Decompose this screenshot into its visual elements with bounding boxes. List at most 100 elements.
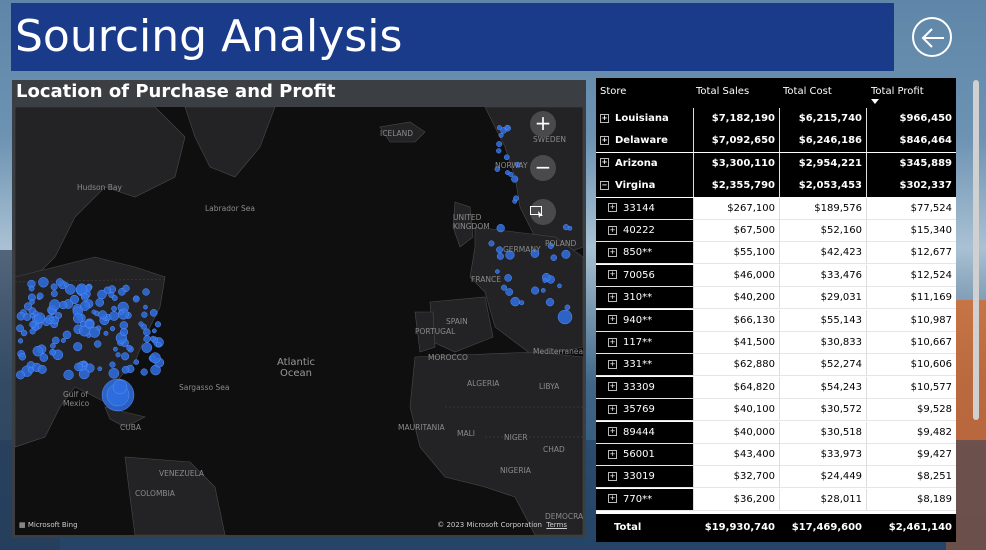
column-header-total-cost[interactable]: Total Cost (783, 86, 832, 97)
location-bubble[interactable] (122, 284, 130, 292)
location-bubble[interactable] (495, 269, 500, 274)
location-bubble[interactable] (91, 309, 97, 315)
table-row[interactable]: +310** $40,200 $29,031 $11,169 (596, 287, 956, 310)
table-scrollbar[interactable] (973, 80, 979, 420)
location-bubble[interactable] (60, 338, 66, 343)
expand-toggle-icon[interactable]: + (608, 427, 617, 437)
location-bubble[interactable] (504, 124, 510, 130)
table-row[interactable]: +33019 $32,700 $24,449 $8,251 (596, 466, 956, 489)
location-bubble[interactable] (121, 366, 130, 374)
location-bubble[interactable] (50, 283, 58, 291)
location-bubble[interactable] (49, 348, 56, 356)
location-bubble[interactable] (113, 346, 118, 352)
location-bubble[interactable] (16, 370, 25, 380)
location-bubble[interactable] (111, 295, 118, 301)
location-bubble[interactable] (72, 313, 84, 324)
table-row[interactable]: +33309 $64,820 $54,243 $10,577 (596, 376, 956, 399)
location-bubble[interactable] (62, 330, 72, 340)
location-bubble[interactable] (55, 278, 64, 286)
location-bubble[interactable] (496, 125, 502, 131)
location-bubble[interactable] (143, 335, 151, 343)
location-bubble[interactable] (111, 305, 117, 312)
zoom-out-button[interactable]: − (530, 155, 556, 181)
location-bubble[interactable] (154, 321, 162, 328)
location-bubble[interactable] (119, 327, 129, 337)
location-bubble[interactable] (508, 171, 514, 177)
location-bubble[interactable] (36, 292, 44, 300)
location-bubble[interactable] (85, 319, 94, 329)
table-row[interactable]: +33144 $267,100 $189,576 $77,524 (596, 197, 956, 220)
location-bubble[interactable] (138, 321, 144, 327)
location-bubble[interactable] (79, 325, 90, 337)
location-bubble[interactable] (39, 353, 49, 362)
expand-toggle-icon[interactable]: + (600, 158, 609, 168)
location-bubble[interactable] (149, 309, 158, 317)
location-bubble[interactable] (557, 309, 573, 325)
location-bubble[interactable] (531, 286, 540, 295)
location-bubble[interactable] (23, 302, 32, 311)
location-bubble[interactable] (98, 310, 108, 320)
location-bubble[interactable] (121, 352, 130, 361)
location-bubble[interactable] (95, 298, 105, 307)
expand-toggle-icon[interactable]: + (608, 292, 617, 302)
column-header-total-sales[interactable]: Total Sales (696, 86, 750, 97)
location-bubble[interactable] (496, 148, 502, 154)
location-bubble[interactable] (115, 352, 121, 358)
location-bubble[interactable] (545, 298, 555, 307)
expand-toggle-icon[interactable]: + (608, 382, 617, 392)
location-bubble[interactable] (519, 300, 525, 306)
location-bubble[interactable] (511, 175, 519, 183)
location-bubble[interactable] (108, 367, 120, 379)
expand-toggle-icon[interactable]: + (600, 135, 609, 145)
table-row[interactable]: +89444 $40,000 $30,518 $9,482 (596, 421, 956, 444)
location-bubble[interactable] (141, 311, 148, 318)
expand-toggle-icon[interactable]: + (608, 449, 617, 459)
table-row[interactable]: +850** $55,100 $42,423 $12,677 (596, 242, 956, 265)
location-bubble[interactable] (150, 335, 156, 342)
location-bubble[interactable] (74, 362, 83, 372)
location-bubble[interactable] (29, 320, 37, 329)
location-bubble[interactable] (143, 304, 148, 310)
location-bubble[interactable] (109, 361, 116, 368)
location-bubble[interactable] (496, 252, 504, 260)
location-bubble[interactable] (501, 284, 508, 291)
location-bubble[interactable] (23, 313, 32, 321)
location-bubble[interactable] (89, 326, 101, 338)
expand-toggle-icon[interactable]: + (608, 247, 617, 257)
location-bubble[interactable] (505, 250, 515, 260)
location-bubble[interactable] (37, 365, 47, 374)
location-bubble[interactable] (75, 283, 88, 295)
state-row[interactable]: + Arizona $3,300,110 $2,954,221 $345,889 (596, 152, 956, 175)
location-bubble[interactable] (18, 352, 27, 361)
select-area-button[interactable] (530, 199, 556, 225)
location-bubble[interactable] (50, 343, 56, 349)
location-bubble[interactable] (55, 312, 63, 319)
location-bubble[interactable] (29, 299, 35, 305)
table-row[interactable]: +70056 $46,000 $33,476 $12,524 (596, 264, 956, 287)
expand-toggle-icon[interactable]: + (608, 203, 617, 213)
location-bubble[interactable] (149, 352, 161, 364)
location-bubble[interactable] (52, 336, 60, 345)
location-bubble[interactable] (117, 308, 129, 320)
location-bubble[interactable] (63, 369, 74, 380)
expand-toggle-icon[interactable]: + (608, 225, 617, 235)
expand-toggle-icon[interactable]: + (608, 471, 617, 481)
location-bubble[interactable] (140, 368, 148, 376)
location-bubble[interactable] (151, 328, 157, 334)
expand-toggle-icon[interactable]: − (600, 180, 609, 190)
location-bubble[interactable] (32, 345, 44, 357)
location-bubble[interactable] (496, 141, 503, 148)
location-bubble[interactable] (112, 379, 128, 395)
location-bubble[interactable] (142, 288, 150, 296)
location-bubble[interactable] (64, 283, 76, 295)
location-bubble[interactable] (94, 340, 102, 348)
location-bubble[interactable] (97, 289, 107, 300)
location-bubble[interactable] (557, 283, 562, 289)
expand-toggle-icon[interactable]: + (608, 270, 617, 280)
location-bubble[interactable] (17, 338, 24, 344)
location-bubble[interactable] (564, 304, 571, 311)
location-bubble[interactable] (119, 310, 124, 315)
map-canvas[interactable]: Hudson Bay Labrador Sea ICELAND SWEDEN N… (15, 107, 583, 535)
location-bubble[interactable] (542, 278, 548, 283)
location-bubble[interactable] (530, 249, 540, 258)
